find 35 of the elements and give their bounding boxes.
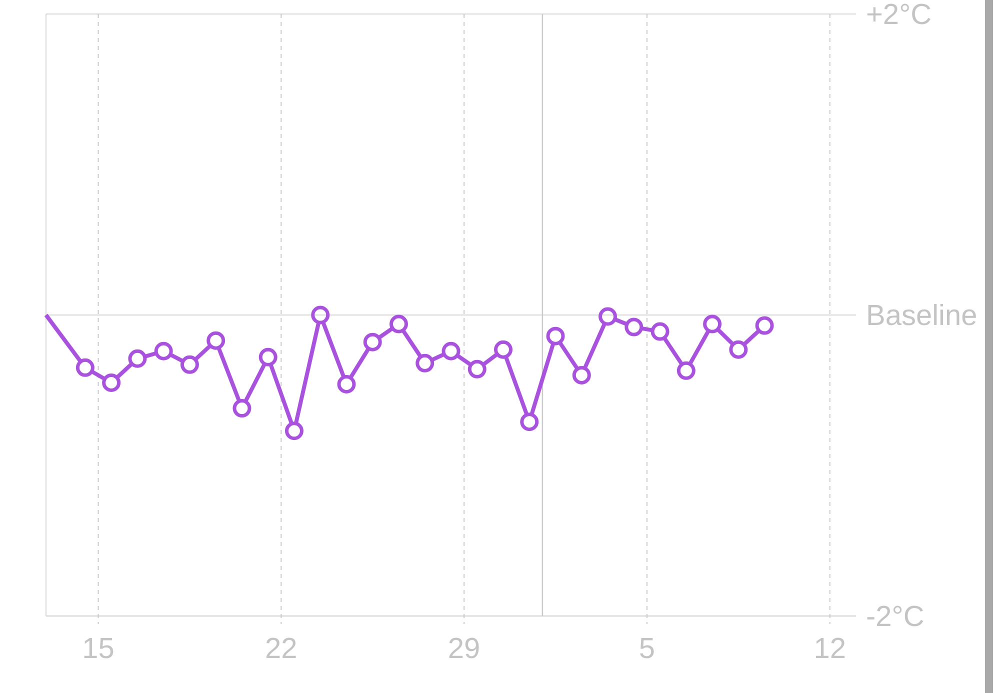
point xyxy=(258,348,278,366)
point xyxy=(442,342,460,360)
point xyxy=(729,340,748,359)
x-tick-label: 29 xyxy=(448,633,480,665)
point xyxy=(598,307,618,326)
point xyxy=(337,374,356,394)
x-tick-label: 22 xyxy=(265,633,298,665)
point xyxy=(676,361,696,380)
point xyxy=(416,354,434,372)
point xyxy=(128,349,147,368)
y-tick-label: Baseline xyxy=(866,300,978,332)
x-tick-label: 12 xyxy=(814,633,846,665)
point xyxy=(703,314,722,334)
point xyxy=(624,318,644,336)
point xyxy=(232,399,252,418)
point xyxy=(154,342,173,360)
point xyxy=(520,412,539,432)
point xyxy=(468,360,486,378)
x-tick-label: 15 xyxy=(82,633,114,665)
y-tick-label: -2°C xyxy=(866,601,924,633)
point xyxy=(389,314,408,334)
point xyxy=(494,340,513,359)
point xyxy=(363,332,382,352)
point xyxy=(102,373,121,392)
point xyxy=(311,306,330,324)
x-tick-label: 5 xyxy=(638,633,656,665)
point xyxy=(284,422,304,440)
point xyxy=(572,366,591,384)
point xyxy=(206,331,226,350)
point xyxy=(76,358,94,377)
point xyxy=(650,322,670,341)
y-tick-label: +2°C xyxy=(866,0,932,31)
point xyxy=(180,355,199,374)
point xyxy=(755,316,774,335)
point xyxy=(546,326,565,346)
